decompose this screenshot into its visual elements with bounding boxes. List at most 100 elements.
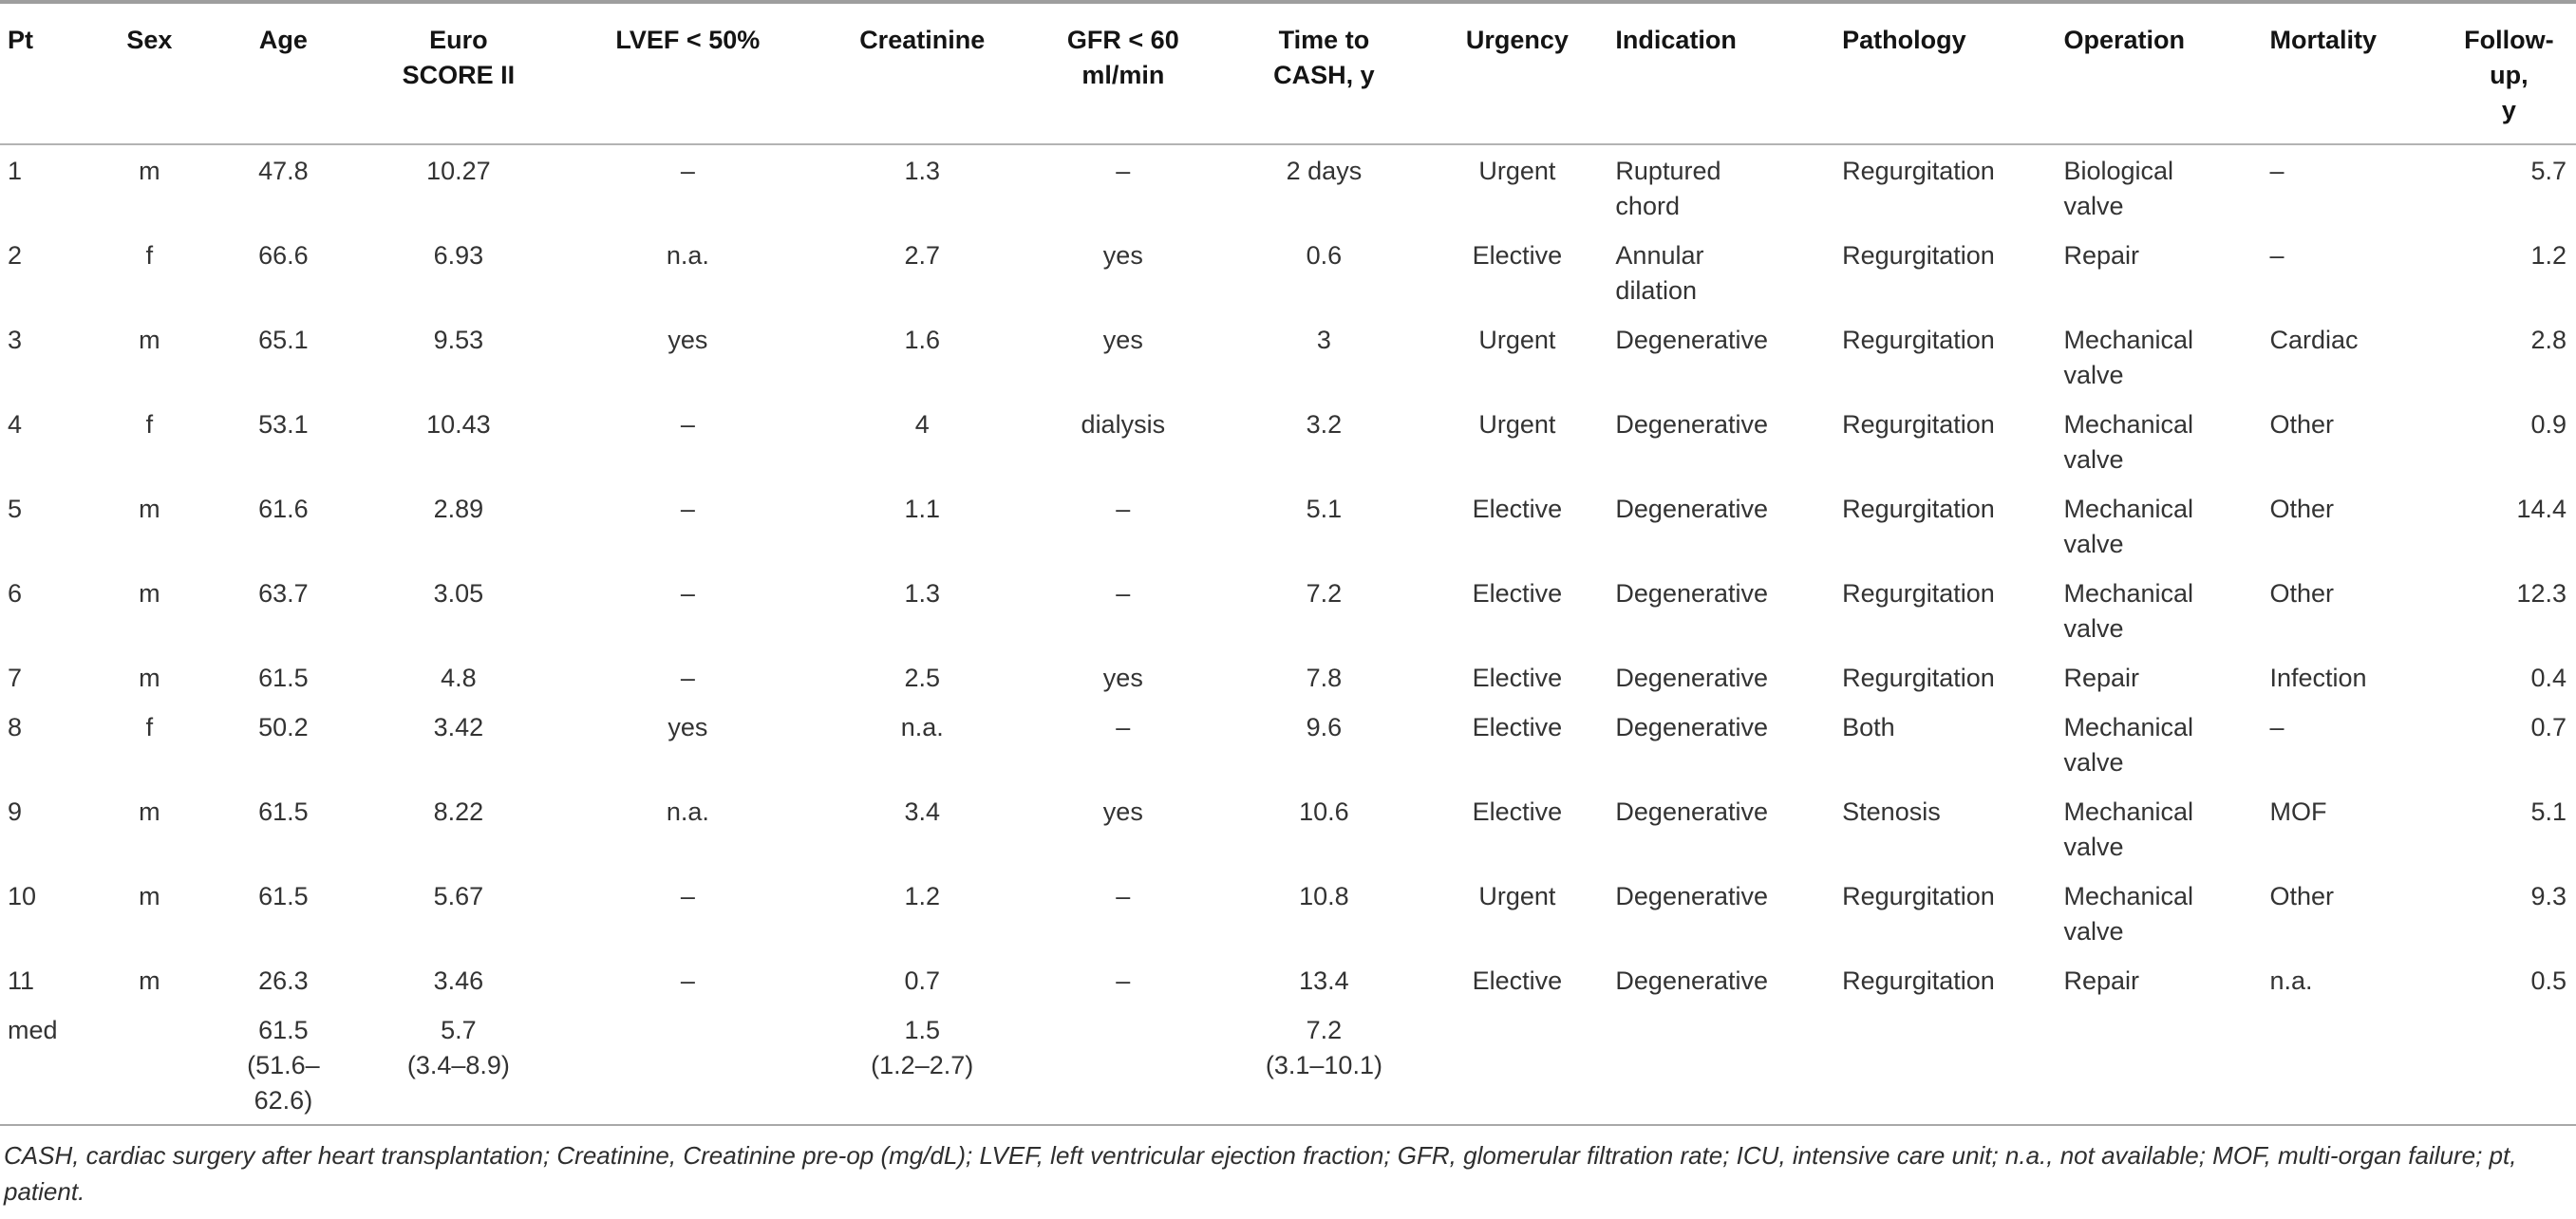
table-cell: Mechanical valve (2063, 410, 2194, 474)
table-cell: 13.4 (1299, 966, 1349, 995)
table-cell: 10.27 (426, 157, 491, 185)
table-cell: 1.3 (904, 157, 940, 185)
table-body: 1 m 47.8 10.27–1.3–2 days Urgent Ruptured cho… (0, 144, 2576, 1125)
table-cell: Elective (1472, 495, 1563, 523)
table-cell: 5.1 (2530, 797, 2567, 826)
table-cell: Urgent (1478, 326, 1556, 354)
table-cell: 0.6 (1306, 241, 1343, 270)
table-cell: – (1116, 966, 1131, 995)
column-header-sex: Sex (87, 2, 212, 145)
table-cell: 6 (8, 579, 23, 608)
table-cell: m (139, 579, 160, 608)
table-cell: Repair (2063, 664, 2140, 692)
table-cell: yes (1102, 664, 1143, 692)
table-cell: n.a. (2269, 966, 2313, 995)
column-header-operation: Operation (2050, 2, 2257, 145)
table-cell: 1.2 (2530, 241, 2567, 270)
table-cell: Degenerative (1615, 797, 1769, 826)
column-header-follow-up-y: Follow-up, y (2441, 2, 2576, 145)
table-cell: 9.3 (2530, 882, 2567, 910)
table-cell: Elective (1472, 241, 1563, 270)
column-header-creatinine: Creatinine (814, 2, 1031, 145)
table-cell (1829, 1004, 2050, 1125)
table-cell: Annular dilation (1615, 241, 1704, 305)
table-cell: Regurgitation (1842, 882, 1995, 910)
table-cell: 1.5 (1.2–2.7) (871, 1016, 974, 1079)
table-cell: Elective (1472, 797, 1563, 826)
table-row-5: 5 m 61.6 2.89 – 1.1 – 5.1 Elective Degenerative Re… (0, 483, 2576, 568)
table-cell: Other (2269, 410, 2335, 439)
table-cell: 9.6 (1306, 713, 1343, 741)
table-cell: dialysis (1081, 410, 1166, 439)
table-cell: 5.1 (1306, 495, 1343, 523)
table-cell (1602, 1004, 1829, 1125)
table-row-7: 7 m 61.5 4.8 – 2.5 yes 7.8 Elective Degenerative R… (0, 652, 2576, 702)
table-cell: 8 (8, 713, 23, 741)
table-cell (1030, 1004, 1215, 1125)
table-cell: m (139, 882, 160, 910)
table-row-6: 6 m 63.7 3.05 – 1.3 – 7.2 Elective Degenerative Re… (0, 568, 2576, 652)
table-cell: m (139, 664, 160, 692)
table-cell: m (139, 495, 160, 523)
table-cell: 0.5 (2530, 966, 2567, 995)
table-cell: 61.5 (258, 797, 309, 826)
table-cell: – (680, 495, 695, 523)
table-cell: – (680, 157, 695, 185)
table-cell (561, 1004, 814, 1125)
table-cell: Repair (2063, 966, 2140, 995)
column-header-lvef-50: LVEF < 50% (561, 2, 815, 145)
table-cell: m (139, 797, 160, 826)
table-cell: 3.46 (433, 966, 484, 995)
table-cell: 7.2 (1306, 579, 1343, 608)
table-cell: Regurgitation (1842, 579, 1995, 608)
table-cell (87, 1004, 211, 1125)
table-cell: 50.2 (258, 713, 309, 741)
table-cell: Regurgitation (1842, 495, 1995, 523)
column-header-pathology: Pathology (1829, 2, 2051, 145)
table-header-row: Pt Sex Age Euro SCORE II LVEF < 50% Creatinin… (0, 2, 2576, 145)
table-cell: f (145, 410, 154, 439)
table-cell: 12.3 (2516, 579, 2567, 608)
table-cell: Degenerative (1615, 410, 1769, 439)
table-cell: 3 (1316, 326, 1331, 354)
table-cell: Degenerative (1615, 664, 1769, 692)
column-header-mortality: Mortality (2256, 2, 2442, 145)
table-cell: 7.8 (1306, 664, 1343, 692)
table-cell: 0.7 (904, 966, 940, 995)
table-cell: Mechanical valve (2063, 797, 2194, 861)
table-cell: 0.9 (2530, 410, 2567, 439)
table-cell: Biological valve (2063, 157, 2174, 220)
table-cell: 6.93 (433, 241, 484, 270)
table-cell: Degenerative (1615, 882, 1769, 910)
table-cell: – (2269, 241, 2285, 270)
table-row-9: 9 m 61.5 8.22 n.a. 3.4 yes 10.6 Elective Degenera… (0, 786, 2576, 871)
table-cell: 7.2 (3.1–10.1) (1265, 1016, 1382, 1079)
table-cell: Other (2269, 882, 2335, 910)
table-row-2: 2 f 66.6 6.93 n.a. 2.7 yes 0.6 Elective Annular d… (0, 230, 2576, 314)
table-cell: m (139, 966, 160, 995)
column-header-age: Age (211, 2, 356, 145)
table-cell: yes (1102, 326, 1143, 354)
table-cell: 1.3 (904, 579, 940, 608)
table-cell: 26.3 (258, 966, 309, 995)
table-cell: 3.4 (904, 797, 940, 826)
table-cell: – (680, 882, 695, 910)
table-cell: Elective (1472, 579, 1563, 608)
table-cell: 63.7 (258, 579, 309, 608)
table-cell: 1.6 (904, 326, 940, 354)
column-header-indication: Indication (1602, 2, 1830, 145)
table-cell: yes (668, 713, 708, 741)
table-cell: 9.53 (433, 326, 484, 354)
table-cell: Elective (1472, 713, 1563, 741)
table-cell: med (8, 1016, 58, 1044)
table-cell: yes (1102, 797, 1143, 826)
table-cell: – (680, 664, 695, 692)
table-cell: 0.4 (2530, 664, 2567, 692)
column-header-gfr-60-ml-min: GFR < 60 ml/min (1030, 2, 1216, 145)
table-cell: – (1116, 882, 1131, 910)
table-row-med: med 61.5 (51.6– 62.6) 5.7 (3.4–8.9) 1.5 (1.… (0, 1004, 2576, 1125)
table-cell: Regurgitation (1842, 966, 1995, 995)
table-cell: 3.05 (433, 579, 484, 608)
table-cell: 8.22 (433, 797, 484, 826)
table-cell: 1.1 (904, 495, 940, 523)
